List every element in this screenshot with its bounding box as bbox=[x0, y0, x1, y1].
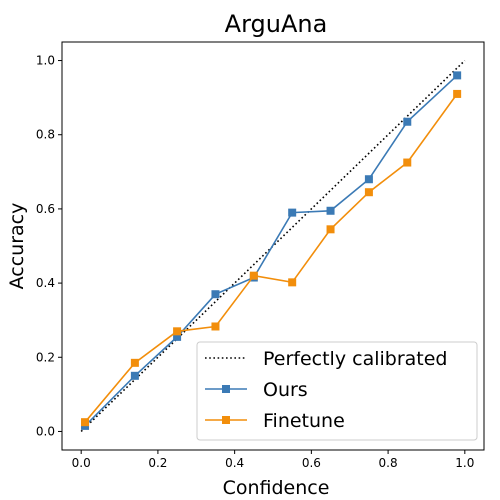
finetune-point-1 bbox=[130, 358, 139, 367]
ours-point-3 bbox=[211, 290, 220, 299]
finetune-point-9 bbox=[453, 89, 462, 98]
x-tick-label-1: 0.2 bbox=[148, 456, 167, 470]
y-tick-label-1: 0.2 bbox=[36, 350, 55, 364]
legend-box bbox=[196, 341, 478, 441]
y-tick-label-3: 0.6 bbox=[36, 202, 55, 216]
x-tick-label-3: 0.6 bbox=[302, 456, 321, 470]
x-tick-label-0: 0.0 bbox=[72, 456, 91, 470]
y-tick-label-5: 1.0 bbox=[36, 54, 55, 68]
ours-point-7 bbox=[364, 175, 373, 184]
ours-point-1 bbox=[130, 371, 139, 380]
y-tick-label-2: 0.4 bbox=[36, 276, 55, 290]
finetune-point-0 bbox=[81, 418, 90, 427]
finetune-point-5 bbox=[288, 278, 297, 287]
legend-marker-finetune bbox=[222, 416, 230, 424]
legend: Perfectly calibrated Ours Finetune bbox=[196, 341, 478, 441]
axes-frame bbox=[61, 41, 485, 451]
ours-point-2 bbox=[173, 332, 182, 341]
finetune-point-2 bbox=[173, 327, 182, 336]
ours-line bbox=[84, 74, 458, 427]
legend-label-ours: Ours bbox=[263, 379, 308, 401]
legend-label-perfectly-calibrated: Perfectly calibrated bbox=[263, 348, 447, 370]
y-tick-label-0: 0.0 bbox=[36, 424, 55, 438]
chart-title: ArguAna bbox=[225, 10, 328, 38]
ours-point-6 bbox=[326, 206, 335, 215]
x-tick-label-4: 0.8 bbox=[379, 456, 398, 470]
finetune-line bbox=[84, 93, 458, 423]
perfectly-calibrated-line bbox=[80, 59, 466, 433]
x-tick-label-2: 0.4 bbox=[225, 456, 244, 470]
finetune-point-8 bbox=[403, 158, 412, 167]
legend-label-finetune: Finetune bbox=[263, 410, 345, 432]
x-axis-title: Confidence bbox=[223, 477, 330, 499]
finetune-point-4 bbox=[249, 271, 258, 280]
ours-point-9 bbox=[453, 71, 462, 80]
y-tick-label-4: 0.8 bbox=[36, 128, 55, 142]
y-axis-title: Accuracy bbox=[6, 203, 28, 290]
plot-area: 0.0 0.2 0.4 0.6 0.8 1.0 0.0 0.2 0.4 0.6 0.8 1.0 bbox=[36, 41, 485, 470]
finetune-point-7 bbox=[364, 188, 373, 197]
legend-marker-ours bbox=[222, 385, 230, 393]
finetune-point-3 bbox=[211, 322, 220, 331]
finetune-point-6 bbox=[326, 225, 335, 234]
ours-point-5 bbox=[288, 208, 297, 217]
ours-point-8 bbox=[403, 117, 412, 126]
x-tick-label-5: 1.0 bbox=[455, 456, 474, 470]
